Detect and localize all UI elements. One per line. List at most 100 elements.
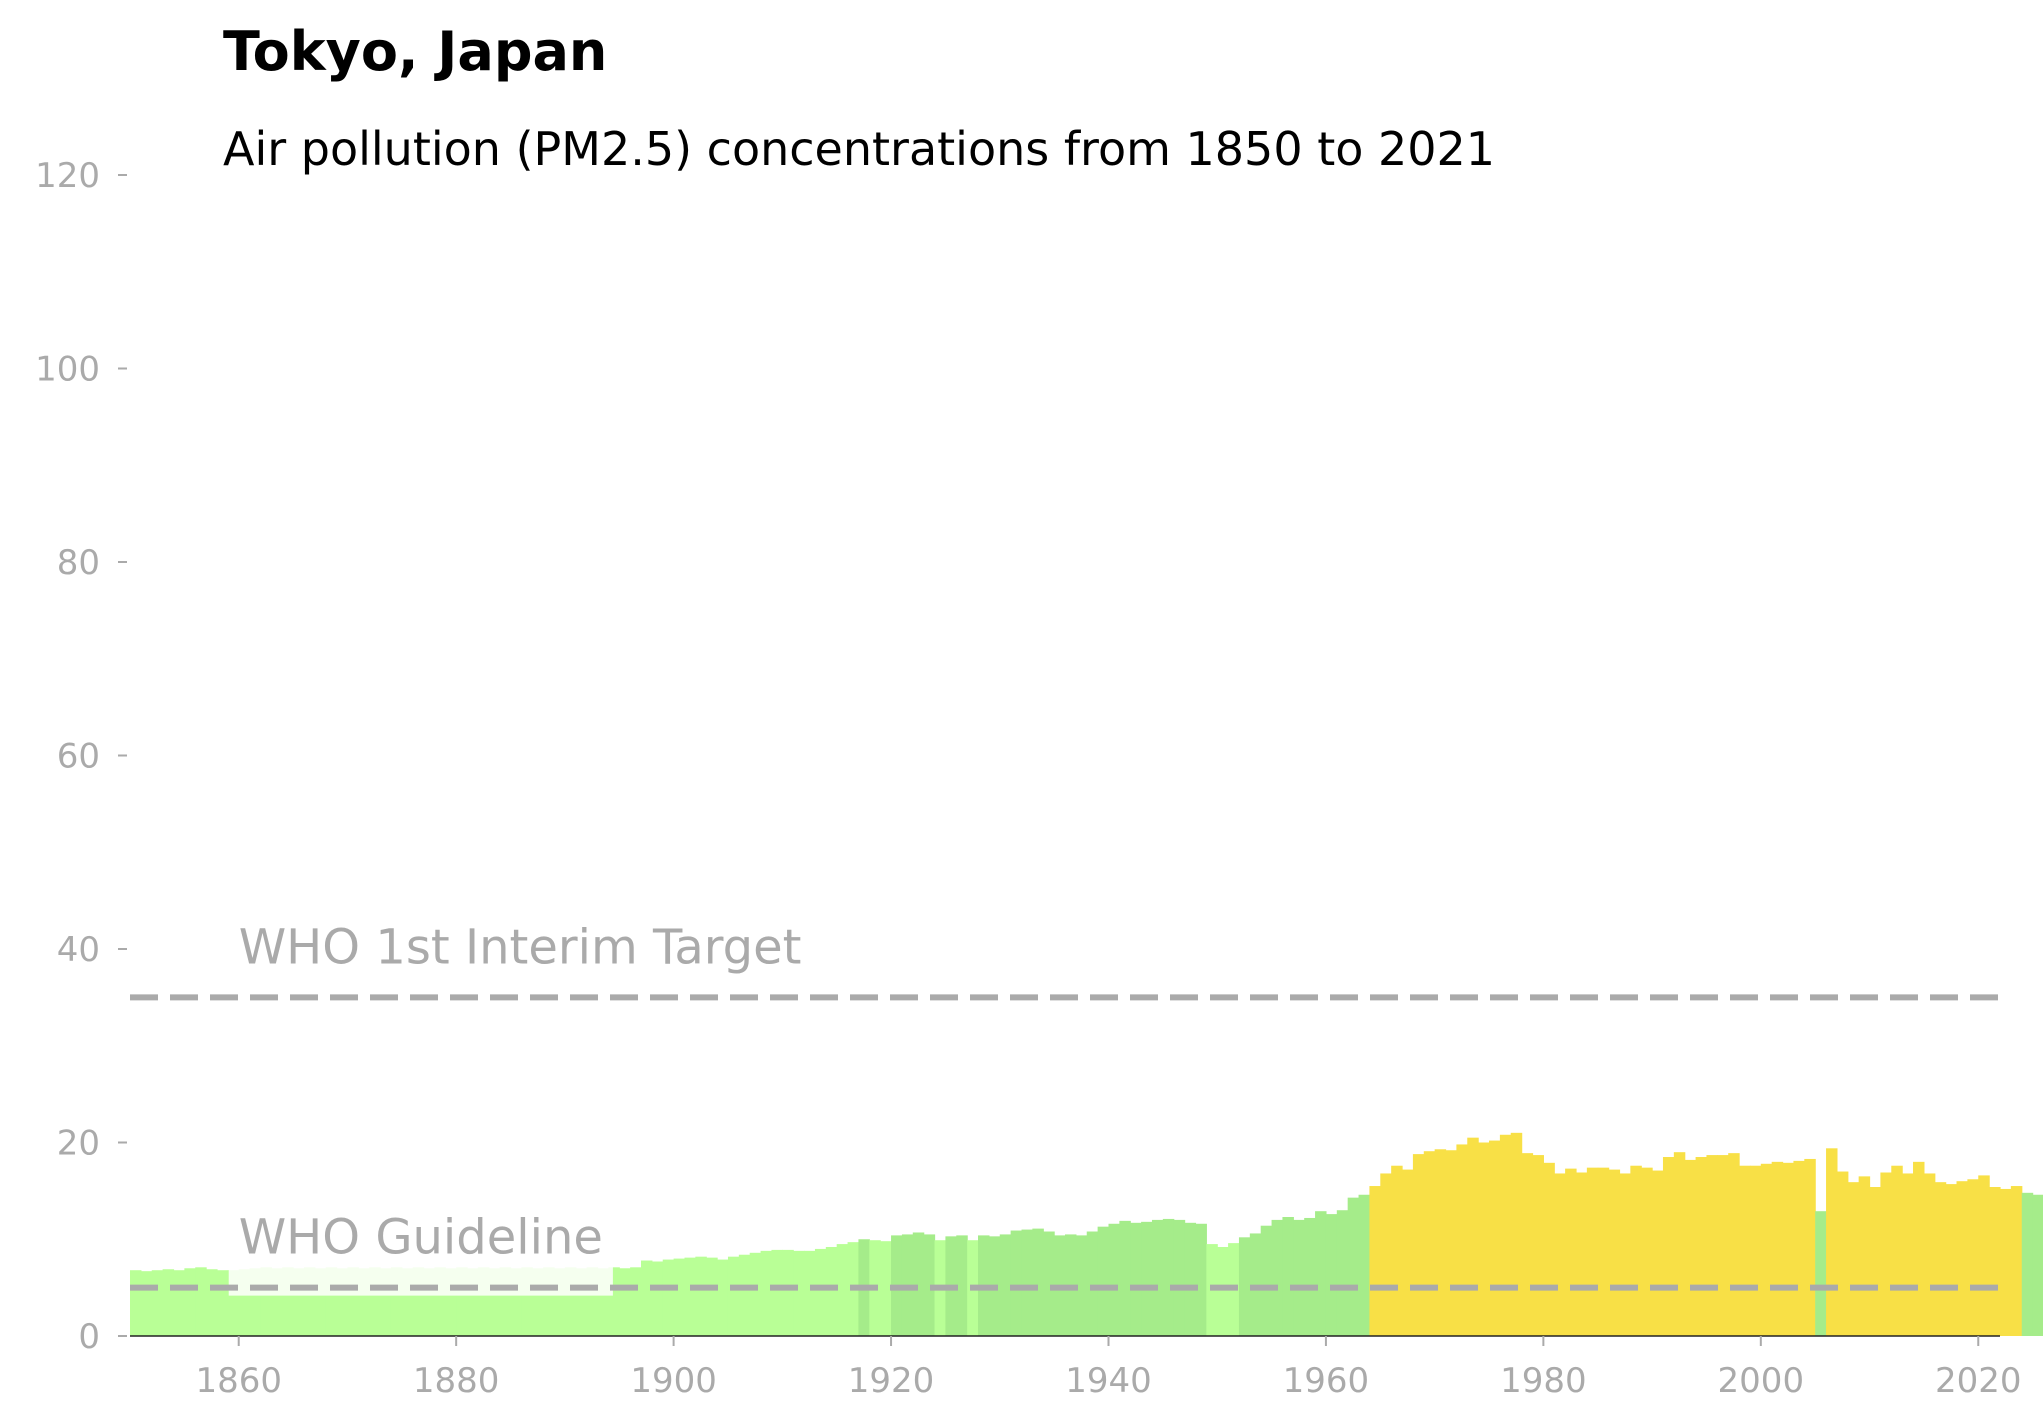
y-tick-label-0: 0 xyxy=(78,1317,100,1357)
bar-2023 xyxy=(2010,1186,2023,1336)
y-tick-label-120: 120 xyxy=(35,156,100,196)
bar-1922 xyxy=(912,1232,925,1336)
x-tick-label-2020: 2020 xyxy=(1935,1361,2022,1401)
bar-1985 xyxy=(1597,1167,1610,1336)
bar-1997 xyxy=(1728,1153,1740,1336)
x-tick-label-1940: 1940 xyxy=(1065,1361,1152,1401)
bar-1976 xyxy=(1499,1134,1512,1336)
bar-2006 xyxy=(1826,1148,1838,1336)
bar-1982 xyxy=(1565,1168,1577,1336)
x-tick-label-1900: 1900 xyxy=(630,1361,717,1401)
bar-1911 xyxy=(793,1250,805,1336)
bar-1996 xyxy=(1717,1155,1729,1336)
bar-1884 xyxy=(499,1267,512,1336)
bar-1915 xyxy=(836,1244,849,1336)
bar-1875 xyxy=(401,1268,414,1336)
bar-1969 xyxy=(1423,1151,1436,1336)
bar-2009 xyxy=(1858,1176,1871,1336)
bar-1990 xyxy=(1652,1170,1664,1336)
bar-1973 xyxy=(1467,1137,1479,1336)
bar-1954 xyxy=(1260,1225,1273,1336)
bar-1889 xyxy=(554,1268,566,1336)
bar-1860 xyxy=(238,1269,251,1336)
bar-1972 xyxy=(1456,1144,1468,1336)
bar-1897 xyxy=(640,1260,653,1336)
x-tick-label-1920: 1920 xyxy=(848,1361,935,1401)
bar-1934 xyxy=(1043,1231,1055,1336)
bar-1964 xyxy=(1369,1186,1381,1336)
bar-1851 xyxy=(140,1271,153,1336)
bar-1880 xyxy=(456,1267,468,1336)
bars-group xyxy=(130,1132,2043,1336)
reference-label-1: WHO Guideline xyxy=(239,1210,603,1266)
bar-1947 xyxy=(1184,1222,1197,1336)
bar-1899 xyxy=(662,1259,675,1336)
bar-1983 xyxy=(1575,1172,1588,1336)
bar-1992 xyxy=(1673,1152,1686,1336)
bar-1898 xyxy=(651,1261,664,1336)
bar-1864 xyxy=(282,1267,294,1336)
bar-1939 xyxy=(1097,1226,1110,1336)
bar-1881 xyxy=(467,1268,479,1336)
bar-1923 xyxy=(923,1234,936,1336)
bar-1959 xyxy=(1315,1211,1327,1336)
bar-1993 xyxy=(1684,1159,1697,1336)
bar-1900 xyxy=(673,1258,686,1336)
bar-1855 xyxy=(184,1268,196,1336)
bar-2000 xyxy=(1760,1163,1773,1336)
bar-1956 xyxy=(1282,1216,1294,1336)
bar-1914 xyxy=(825,1246,838,1336)
bar-1859 xyxy=(227,1270,240,1336)
bar-1930 xyxy=(999,1234,1012,1336)
bar-1950 xyxy=(1217,1246,1229,1336)
bar-2017 xyxy=(1945,1184,1958,1336)
y-tick-label-60: 60 xyxy=(57,737,100,777)
bar-1867 xyxy=(314,1268,327,1336)
bar-1886 xyxy=(521,1267,533,1336)
bar-2019 xyxy=(1967,1179,1979,1336)
bar-1874 xyxy=(390,1267,403,1336)
bar-2010 xyxy=(1869,1187,1882,1336)
bar-1981 xyxy=(1554,1173,1566,1336)
bar-1970 xyxy=(1434,1149,1447,1336)
bar-1932 xyxy=(1021,1229,1033,1336)
bar-1885 xyxy=(510,1268,522,1336)
bar-1877 xyxy=(423,1268,436,1336)
bar-1941 xyxy=(1119,1220,1131,1336)
y-tick-label-20: 20 xyxy=(57,1124,100,1164)
bar-1945 xyxy=(1162,1218,1175,1336)
bar-1888 xyxy=(543,1267,555,1336)
bar-1858 xyxy=(216,1270,229,1336)
bar-2003 xyxy=(1793,1160,1805,1336)
bar-1965 xyxy=(1380,1173,1392,1336)
bar-1912 xyxy=(804,1250,816,1336)
bar-2016 xyxy=(1934,1182,1947,1336)
bar-1960 xyxy=(1325,1214,1338,1336)
bar-1975 xyxy=(1489,1140,1501,1336)
bar-1999 xyxy=(1749,1165,1762,1336)
bar-1963 xyxy=(1358,1194,1371,1336)
bar-1852 xyxy=(151,1270,164,1336)
y-tick-label-80: 80 xyxy=(57,543,100,583)
bar-1994 xyxy=(1695,1157,1708,1336)
reference-lines-group: WHO 1st Interim Target WHO Guideline xyxy=(130,915,2000,1296)
bar-1931 xyxy=(1010,1230,1023,1336)
bar-1995 xyxy=(1706,1155,1718,1336)
bar-2020 xyxy=(1978,1175,1990,1336)
bar-1871 xyxy=(358,1268,370,1336)
bar-2011 xyxy=(1880,1172,1892,1336)
reference-label-0: WHO 1st Interim Target xyxy=(239,919,802,975)
bar-1957 xyxy=(1293,1219,1305,1336)
bar-1894 xyxy=(608,1267,620,1336)
bar-1901 xyxy=(684,1257,696,1336)
bar-1902 xyxy=(695,1256,707,1336)
bar-1958 xyxy=(1304,1217,1316,1336)
bar-1905 xyxy=(727,1256,740,1336)
bar-2013 xyxy=(1902,1173,1914,1336)
reference-label-halo-1 xyxy=(228,1205,613,1296)
y-tick-label-40: 40 xyxy=(57,930,100,970)
bar-1869 xyxy=(336,1268,349,1336)
bar-1968 xyxy=(1412,1154,1425,1336)
x-tick-label-1960: 1960 xyxy=(1283,1361,1370,1401)
bar-2004 xyxy=(1804,1158,1816,1336)
